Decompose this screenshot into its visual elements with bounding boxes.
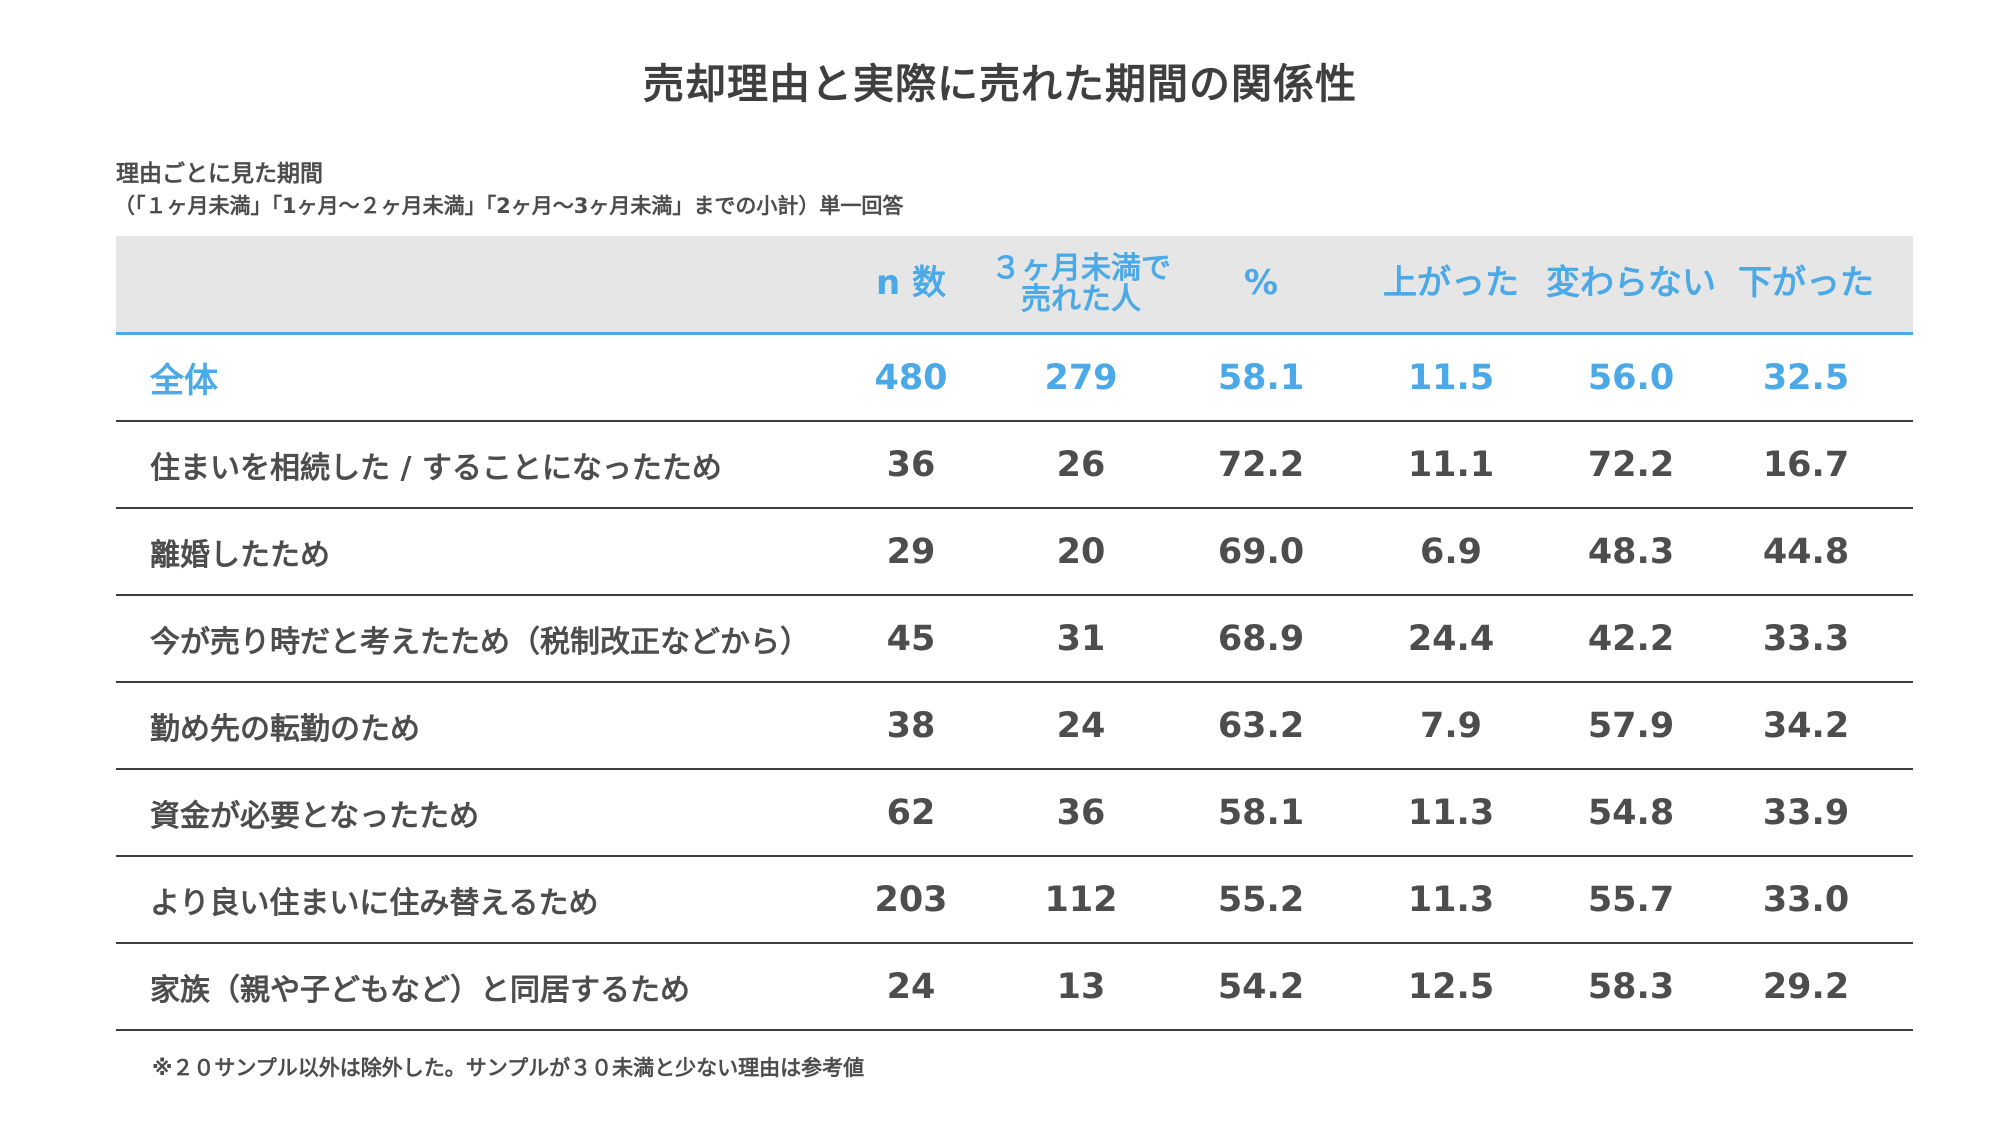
cell-percent: 58.1	[1217, 792, 1305, 833]
cell-same: 48.3	[1587, 531, 1675, 572]
cell-up: 11.1	[1407, 444, 1495, 485]
cell-n: 45	[886, 618, 936, 659]
table-row: 勤め先の転勤のため 38 24 63.2 7.9 57.9 34.2	[116, 683, 1913, 770]
cell-n: 62	[886, 792, 936, 833]
subtitle-line-2: （「１ヶ月未満」「1ヶ月～２ヶ月未満」「2ヶ月～3ヶ月未満」までの小計）単一回答	[114, 194, 904, 218]
table-row: 資金が必要となったため 62 36 58.1 11.3 54.8 33.9	[116, 770, 1913, 857]
row-label: 全体	[150, 361, 218, 401]
cell-n: 203	[874, 879, 948, 920]
row-label: より良い住まいに住み替えるため	[150, 885, 599, 921]
cell-down: 33.3	[1762, 618, 1850, 659]
header-down: 下がった	[1738, 263, 1874, 304]
cell-down: 29.2	[1762, 966, 1850, 1007]
header-percent: %	[1243, 263, 1279, 304]
row-label: 家族（親や子どもなど）と同居するため	[150, 972, 690, 1008]
cell-percent: 63.2	[1217, 705, 1305, 746]
cell-up: 11.5	[1407, 357, 1495, 398]
cell-down: 16.7	[1762, 444, 1850, 485]
cell-percent: 68.9	[1217, 618, 1305, 659]
cell-n: 36	[886, 444, 936, 485]
header-sold: ３ヶ月未満で 売れた人	[961, 236, 1201, 332]
cell-up: 11.3	[1407, 792, 1495, 833]
cell-sold: 36	[1056, 792, 1106, 833]
cell-down: 34.2	[1762, 705, 1850, 746]
cell-up: 11.3	[1407, 879, 1495, 920]
table-header: n 数 ３ヶ月未満で 売れた人 % 上がった 変わらない 下がった	[116, 236, 1913, 335]
header-n: n 数	[875, 263, 947, 304]
cell-percent: 54.2	[1217, 966, 1305, 1007]
table-row-total: 全体 480 279 58.1 11.5 56.0 32.5	[116, 335, 1913, 422]
cell-n: 480	[874, 357, 948, 398]
row-label: 離婚したため	[150, 537, 330, 573]
table-row: 家族（親や子どもなど）と同居するため 24 13 54.2 12.5 58.3 29.2	[116, 944, 1913, 1031]
row-label: 勤め先の転勤のため	[150, 711, 420, 747]
cell-percent: 72.2	[1217, 444, 1305, 485]
header-sold-line-2: 売れた人	[1021, 282, 1141, 317]
table-row: より良い住まいに住み替えるため 203 112 55.2 11.3 55.7 33.0	[116, 857, 1913, 944]
cell-n: 24	[886, 966, 936, 1007]
table-row: 離婚したため 29 20 69.0 6.9 48.3 44.8	[116, 509, 1913, 596]
row-label: 今が売り時だと考えたため（税制改正などから）	[150, 624, 810, 660]
header-sold-line-1: ３ヶ月未満で	[991, 250, 1171, 286]
chart-title: 売却理由と実際に売れた期間の関係性	[643, 60, 1357, 108]
cell-sold: 112	[1044, 879, 1118, 920]
header-up: 上がった	[1383, 263, 1519, 304]
cell-same: 54.8	[1587, 792, 1675, 833]
cell-percent: 69.0	[1217, 531, 1305, 572]
cell-sold: 13	[1056, 966, 1106, 1007]
cell-percent: 58.1	[1217, 357, 1305, 398]
cell-up: 7.9	[1419, 705, 1482, 746]
cell-sold: 26	[1056, 444, 1106, 485]
table-row: 今が売り時だと考えたため（税制改正などから） 45 31 68.9 24.4 42.2 33…	[116, 596, 1913, 683]
cell-sold: 31	[1056, 618, 1106, 659]
row-label: 住まいを相続した / することになったため	[150, 450, 722, 486]
cell-down: 44.8	[1762, 531, 1850, 572]
cell-same: 72.2	[1587, 444, 1675, 485]
cell-same: 56.0	[1587, 357, 1675, 398]
cell-up: 24.4	[1407, 618, 1495, 659]
data-table: n 数 ３ヶ月未満で 売れた人 % 上がった 変わらない 下がった 全体 480 2…	[116, 236, 1913, 1031]
cell-sold: 279	[1044, 357, 1118, 398]
cell-down: 33.0	[1762, 879, 1850, 920]
cell-down: 33.9	[1762, 792, 1850, 833]
cell-n: 38	[886, 705, 936, 746]
cell-n: 29	[886, 531, 936, 572]
cell-sold: 24	[1056, 705, 1106, 746]
subtitle-line-1: 理由ごとに見た期間	[116, 161, 323, 187]
cell-down: 32.5	[1762, 357, 1850, 398]
row-label: 資金が必要となったため	[150, 798, 480, 834]
table-row: 住まいを相続した / することになったため 36 26 72.2 11.1 72.2 16.…	[116, 422, 1913, 509]
cell-percent: 55.2	[1217, 879, 1305, 920]
table-body: 全体 480 279 58.1 11.5 56.0 32.5 住まいを相続した / することに…	[116, 335, 1913, 1031]
cell-same: 42.2	[1587, 618, 1675, 659]
cell-same: 57.9	[1587, 705, 1675, 746]
header-same: 変わらない	[1546, 263, 1716, 304]
cell-same: 58.3	[1587, 966, 1675, 1007]
cell-up: 12.5	[1407, 966, 1495, 1007]
cell-up: 6.9	[1419, 531, 1482, 572]
cell-sold: 20	[1056, 531, 1106, 572]
cell-same: 55.7	[1587, 879, 1675, 920]
footnote: ※２０サンプル以外は除外した。サンプルが３０未満と少ない理由は参考値	[152, 1056, 865, 1080]
